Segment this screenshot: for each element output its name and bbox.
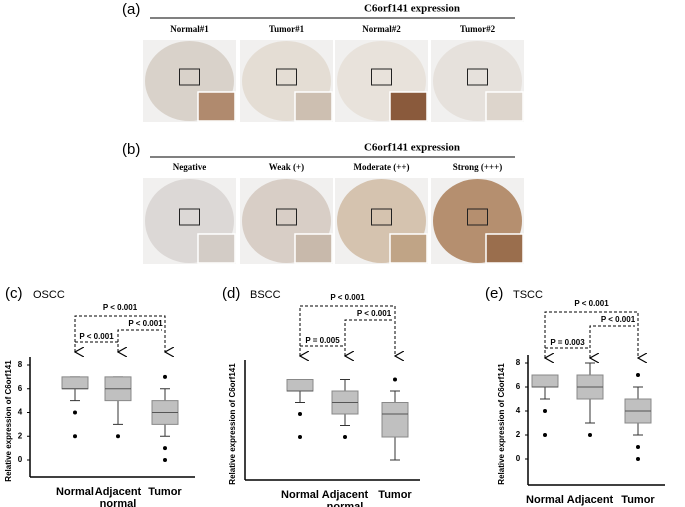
column-label: Weak (+)	[269, 162, 304, 172]
zoom-box	[467, 208, 488, 226]
bracket	[345, 319, 392, 356]
y-tick-label: 6	[516, 382, 521, 391]
x-tick-label: Tumor	[621, 494, 655, 506]
column-label: Normal#1	[170, 24, 209, 34]
y-tick-label: 8	[516, 358, 521, 367]
column-label: Negative	[173, 162, 207, 172]
column-label: Strong (+++)	[453, 162, 502, 172]
zoom-inset	[485, 233, 524, 264]
zoom-box	[371, 208, 392, 226]
y-tick-label: 6	[18, 384, 23, 393]
zoom-inset	[294, 91, 333, 122]
x-tick-label: Normal	[526, 494, 564, 506]
outlier	[163, 446, 167, 451]
outlier	[298, 412, 302, 416]
zoom-inset	[389, 91, 428, 122]
p-value: P < 0.001	[128, 319, 163, 328]
y-axis-label: Relative expression of C6orf141	[4, 360, 13, 482]
zoom-box	[371, 68, 392, 86]
outlier	[163, 458, 167, 462]
y-tick-label: 0	[18, 455, 23, 464]
outlier	[543, 409, 547, 413]
p-value: P < 0.001	[103, 303, 138, 312]
zoom-inset	[485, 91, 524, 122]
outlier	[588, 433, 592, 437]
y-tick-label: 2	[18, 431, 23, 440]
p-value: P < 0.001	[79, 332, 114, 341]
zoom-inset	[197, 91, 236, 122]
p-value: P < 0.001	[574, 299, 609, 308]
y-axis-label: Relative expression of C6orf141	[497, 363, 506, 485]
column-label: Tumor#2	[460, 24, 496, 34]
box	[286, 379, 314, 392]
zoom-inset	[294, 233, 333, 264]
zoom-inset	[389, 233, 428, 264]
panel-label: (c)	[5, 285, 23, 302]
bracket	[545, 311, 638, 358]
bracket	[300, 305, 395, 356]
p-value: P = 0.003	[550, 338, 585, 347]
outlier	[116, 434, 120, 439]
panel-label: (d)	[222, 285, 240, 302]
y-tick-label: 4	[18, 408, 23, 417]
p-value: P < 0.001	[601, 315, 636, 324]
outlier	[163, 374, 167, 379]
zoom-box	[179, 208, 200, 226]
x-tick-label: Normal	[56, 486, 94, 498]
bracket	[118, 329, 162, 352]
x-tick-label: Adjacent normal	[94, 486, 142, 507]
chart-title: BSCC	[250, 289, 281, 301]
outlier	[298, 435, 302, 439]
zoom-box	[179, 68, 200, 86]
zoom-inset	[197, 233, 236, 264]
panel-title: C6orf141 expression	[364, 3, 460, 15]
y-tick-label: 8	[18, 360, 23, 369]
outlier	[393, 377, 397, 382]
x-tick-label: Adjacent normal	[321, 489, 369, 507]
outlier	[636, 457, 640, 461]
outlier	[636, 445, 640, 449]
bracket	[75, 315, 165, 352]
chart-title: TSCC	[513, 289, 543, 301]
p-value: P < 0.001	[330, 293, 365, 302]
outlier	[73, 410, 77, 415]
y-tick-label: 0	[516, 454, 521, 463]
y-axis-label: Relative expression of C6orf141	[228, 363, 237, 485]
column-label: Tumor#1	[269, 24, 305, 34]
zoom-box	[276, 68, 297, 86]
column-label: Moderate (++)	[354, 162, 410, 172]
y-tick-label: 4	[516, 406, 521, 415]
bracket	[590, 325, 635, 358]
outlier	[73, 434, 77, 439]
y-tick-label: 2	[516, 430, 521, 439]
panel-label: (e)	[485, 285, 503, 302]
panel-title: C6orf141 expression	[364, 142, 460, 154]
panel-label: (a)	[122, 1, 140, 18]
x-tick-label: Tumor	[148, 486, 182, 498]
outlier	[343, 435, 347, 439]
box	[61, 376, 89, 390]
box	[381, 402, 409, 438]
x-tick-label: Tumor	[378, 489, 412, 501]
chart-title: OSCC	[33, 289, 65, 301]
p-value: P < 0.001	[357, 309, 392, 318]
box	[531, 374, 559, 388]
outlier	[543, 433, 547, 437]
zoom-box	[276, 208, 297, 226]
zoom-box	[467, 68, 488, 86]
x-tick-label: Normal	[281, 489, 319, 501]
column-label: Normal#2	[362, 24, 401, 34]
outlier	[636, 373, 640, 377]
p-value: P = 0.005	[305, 336, 340, 345]
panel-label: (b)	[122, 141, 140, 158]
